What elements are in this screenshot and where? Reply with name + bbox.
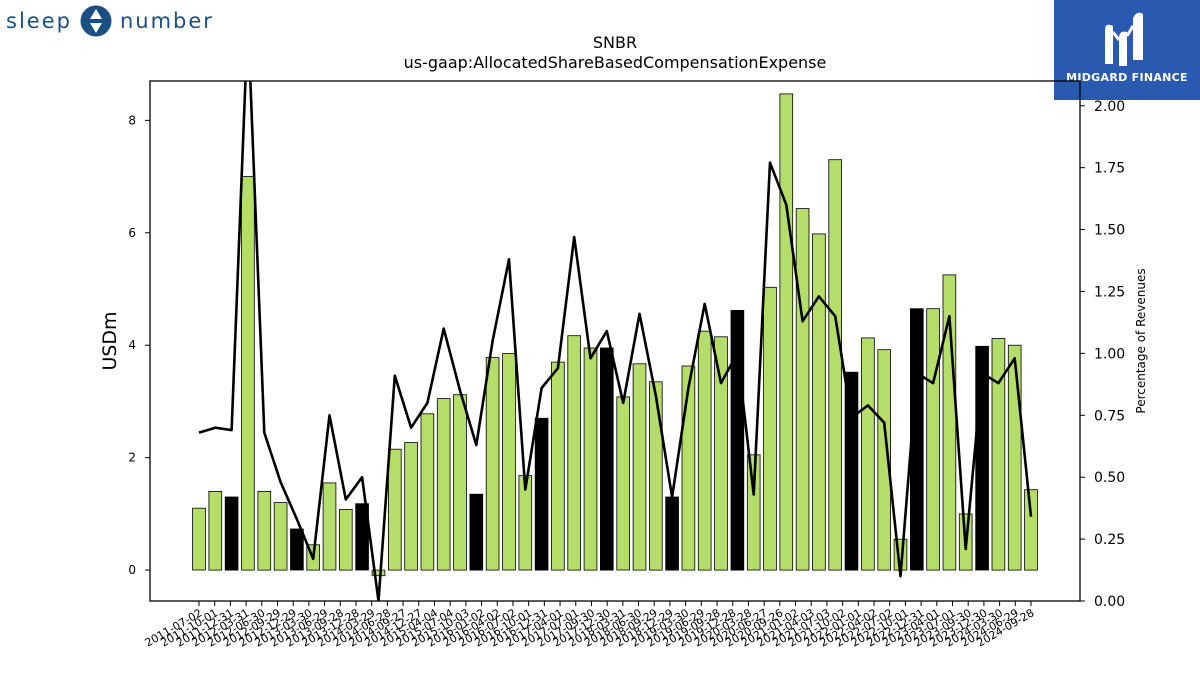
partner-name: MIDGARD FINANCE xyxy=(1066,71,1188,84)
y-tick-label: 6 xyxy=(128,226,136,240)
midgard-m-monogram-icon xyxy=(1105,12,1143,67)
plot-area xyxy=(192,81,1038,601)
bar xyxy=(273,502,288,571)
bar xyxy=(355,503,369,571)
bar xyxy=(551,361,565,571)
pct-of-revenue-line xyxy=(198,81,1033,601)
bar xyxy=(583,347,598,571)
bar xyxy=(991,338,1006,571)
bar xyxy=(746,454,761,571)
bar xyxy=(877,349,891,571)
y2-tick-label: 1.25 xyxy=(1094,284,1125,300)
bar xyxy=(371,569,386,577)
chart-title: SNBR xyxy=(593,33,637,52)
bar xyxy=(763,286,777,571)
y2-axis-label: Percentage of Revenues xyxy=(1134,268,1148,413)
logo-word-left: sleep xyxy=(6,9,72,33)
bar xyxy=(632,363,647,571)
bar xyxy=(404,442,418,571)
chart-subtitle: us-gaap:AllocatedShareBasedCompensationE… xyxy=(404,53,827,72)
bar xyxy=(795,208,810,571)
bar xyxy=(1024,489,1038,571)
bar xyxy=(387,448,402,571)
bar xyxy=(453,394,467,571)
bar xyxy=(534,417,549,571)
bar xyxy=(338,508,353,571)
y2-tick-label: 0.25 xyxy=(1094,532,1125,548)
y2-tick-label: 1.00 xyxy=(1094,346,1125,362)
y2-tick-label: 2.00 xyxy=(1094,99,1125,115)
bar xyxy=(926,308,940,571)
bar xyxy=(730,309,745,571)
bar xyxy=(779,93,794,571)
bar xyxy=(828,159,842,571)
y-tick-label: 8 xyxy=(128,113,136,127)
bar xyxy=(616,396,630,571)
bar xyxy=(257,490,272,571)
bar xyxy=(502,353,516,571)
bar xyxy=(469,493,484,571)
y2-tick-label: 1.75 xyxy=(1094,161,1125,177)
y2-tick-label: 0.50 xyxy=(1094,470,1125,486)
bar xyxy=(714,336,728,571)
y2-tick-label: 0.00 xyxy=(1094,594,1125,610)
y2-tick-label: 0.75 xyxy=(1094,408,1125,424)
bar xyxy=(567,335,581,571)
bar xyxy=(697,330,712,571)
partner-logo: MIDGARD FINANCE xyxy=(1054,0,1200,100)
bar xyxy=(192,507,206,571)
bar xyxy=(812,233,826,571)
logo-word-right: number xyxy=(119,9,214,33)
sleep-number-diamond-icon xyxy=(80,5,112,37)
bar xyxy=(241,176,255,571)
bar xyxy=(665,496,679,571)
bar xyxy=(322,482,337,571)
bar xyxy=(436,398,451,571)
bar xyxy=(420,413,435,571)
bar xyxy=(485,357,500,571)
bar xyxy=(600,347,614,571)
y-tick-label: 0 xyxy=(128,563,136,577)
bar xyxy=(224,496,239,571)
bar xyxy=(649,381,663,571)
y2-tick-label: 1.50 xyxy=(1094,223,1125,239)
company-logo: sleep number xyxy=(6,4,214,38)
y-axis-label: USDm xyxy=(99,311,121,370)
bar xyxy=(844,371,859,571)
bar xyxy=(861,337,875,571)
y-tick-label: 2 xyxy=(128,451,136,465)
bar xyxy=(290,528,304,571)
plot-frame xyxy=(149,80,1081,602)
bar xyxy=(208,490,223,571)
bar xyxy=(1007,344,1022,571)
y-tick-label: 4 xyxy=(128,338,136,352)
